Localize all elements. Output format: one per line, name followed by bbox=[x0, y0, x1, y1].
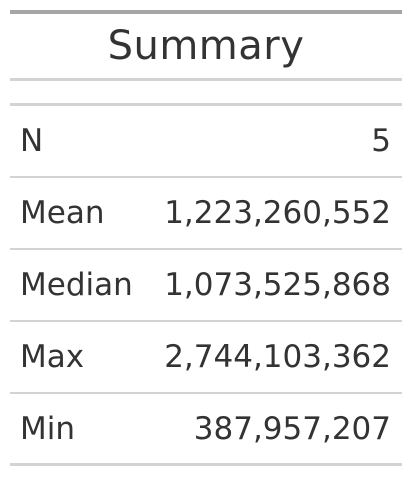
table-row-min: Min 387,957,207 bbox=[10, 394, 402, 466]
title-divider bbox=[10, 78, 402, 81]
table-title: Summary bbox=[107, 23, 305, 69]
row-value: 2,744,103,362 bbox=[164, 339, 391, 375]
row-label: N bbox=[20, 123, 44, 159]
row-label: Median bbox=[20, 267, 133, 303]
row-label: Max bbox=[20, 339, 85, 375]
row-label: Min bbox=[20, 410, 76, 447]
row-value: 1,073,525,868 bbox=[164, 267, 391, 303]
header-divider bbox=[10, 103, 402, 106]
row-value: 387,957,207 bbox=[193, 410, 391, 447]
table-row-max: Max 2,744,103,362 bbox=[10, 322, 402, 394]
table-top-rule bbox=[10, 10, 402, 14]
row-value: 5 bbox=[371, 123, 391, 159]
row-value: 1,223,260,552 bbox=[164, 195, 391, 231]
table-row-n: N 5 bbox=[10, 106, 402, 178]
table-body: N 5 Mean 1,223,260,552 Median 1,073,525,… bbox=[10, 106, 402, 466]
row-label: Mean bbox=[20, 195, 105, 231]
table-row-median: Median 1,073,525,868 bbox=[10, 250, 402, 322]
table-row-mean: Mean 1,223,260,552 bbox=[10, 178, 402, 250]
